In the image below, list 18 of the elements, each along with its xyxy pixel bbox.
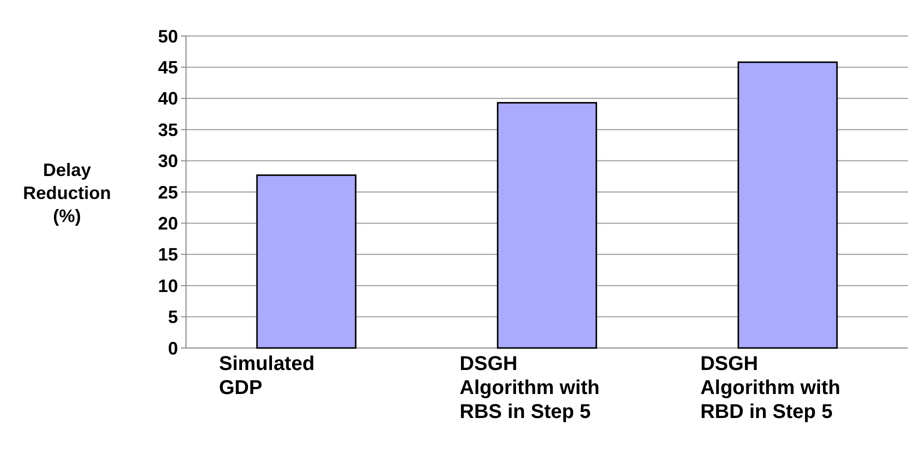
y-tick-label: 15 [158, 244, 178, 265]
y-tick-label: 10 [158, 276, 178, 296]
y-tick-label: 50 [158, 26, 178, 46]
bar [496, 102, 598, 349]
y-tick-label: 0 [168, 338, 178, 358]
x-tick-label: Simulated GDP [218, 353, 315, 399]
bar [738, 61, 838, 349]
y-axis-title: Delay Reduction (%) [23, 160, 111, 226]
y-tick-label: 5 [168, 307, 178, 328]
y-tick-label: 40 [158, 88, 178, 109]
y-tick-label: 30 [158, 151, 178, 172]
y-tick-label: 25 [158, 182, 178, 202]
y-tick-label: 35 [158, 120, 178, 140]
x-tick-label: DSGH Algorithm with RBD in Step 5 [700, 353, 840, 423]
x-tick-label: DSGH Algorithm with RBS in Step 5 [460, 353, 600, 423]
bar [256, 174, 356, 349]
y-tick-label: 45 [158, 58, 178, 78]
y-tick-label: 20 [158, 214, 178, 234]
